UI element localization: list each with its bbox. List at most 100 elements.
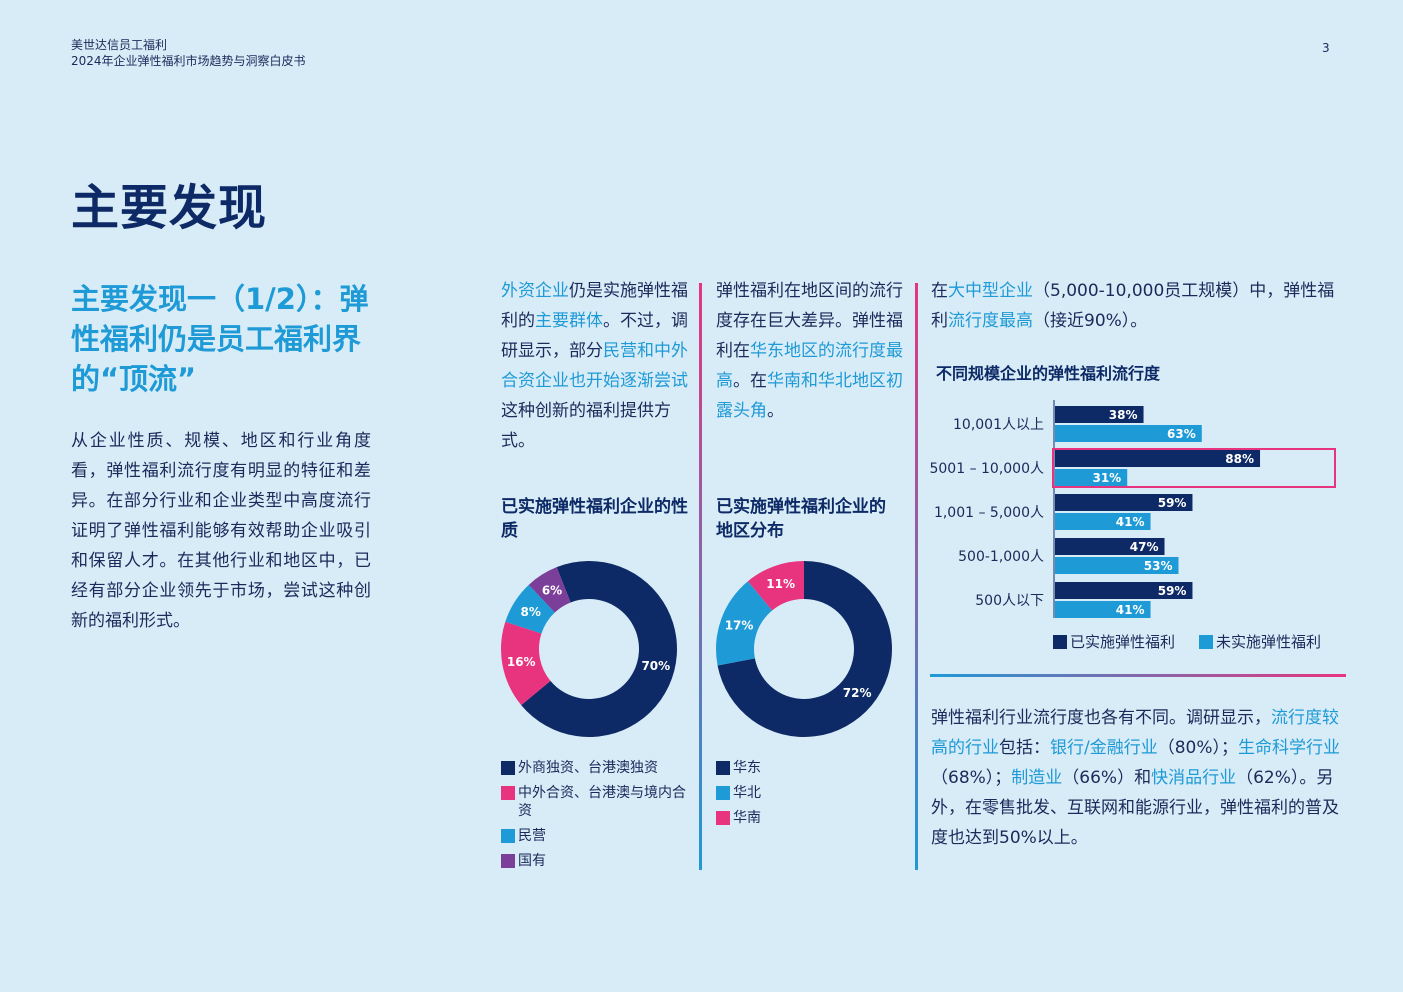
chart3-bar-label: 63% (1167, 427, 1196, 441)
chart2-legend-label: 华北 (733, 785, 761, 801)
col1-seg2: 仍是实施弹性福利的 (501, 281, 688, 331)
col2-seg1: 弹性福利在地区间的流行度存在巨大差异。弹性福利在 (716, 281, 903, 361)
col3-seg1: 在 (931, 281, 948, 301)
chart3-bar-not-implemented (1055, 513, 1151, 530)
chart3-bar-label: 59% (1158, 496, 1187, 510)
col1-paragraph: 外资企业仍是实施弹性福利的主要群体。不过，调研显示，部分民营和中外合资企业也开始… (501, 276, 689, 456)
chart1-legend-item: 国有 (501, 852, 686, 870)
chart3-bar-implemented (1055, 538, 1165, 555)
col3b-seg9: （66%）和 (1062, 768, 1152, 788)
chart1-legend-swatch (501, 829, 515, 843)
chart2-slice-2 (747, 561, 804, 611)
col3-seg2: 大中型企业 (948, 281, 1033, 301)
chart2-slice-1 (716, 581, 773, 666)
chart1-slice-2 (505, 584, 555, 634)
chart1-slice-label-2: 8% (521, 605, 541, 619)
chart3-category-label: 500人以下 (975, 593, 1044, 609)
chart3-title: 不同规模企业的弹性福利流行度 (936, 364, 1161, 383)
chart3-category-label: 1,001 – 5,000人 (934, 505, 1044, 521)
chart3-category-label: 5001 – 10,000人 (929, 461, 1044, 477)
col2-seg5: 。 (767, 401, 784, 421)
chart2-legend-swatch (716, 761, 730, 775)
chart1-legend-label: 国有 (518, 853, 546, 869)
header-report-title: 2024年企业弹性福利市场趋势与洞察白皮书 (71, 54, 306, 68)
chart1-legend-label: 民营 (518, 828, 546, 844)
chart2-title: 已实施弹性福利企业的地区分布 (716, 497, 886, 541)
report-header: 美世达信员工福利 2024年企业弹性福利市场趋势与洞察白皮书 (71, 37, 306, 69)
chart3-bar-label: 47% (1130, 540, 1159, 554)
chart1-legend-item: 民营 (501, 827, 686, 845)
col2-seg4: 华南和华北地区初露头角 (716, 371, 903, 421)
chart2-legend-label: 华东 (733, 760, 761, 776)
chart2-slice-0 (717, 561, 892, 737)
col3-paragraph: 在大中型企业（5,000-10,000员工规模）中，弹性福利流行度最高（接近90… (931, 276, 1341, 336)
divider-1 (699, 283, 702, 870)
chart2-legend: 华东 华北 华南 (716, 759, 886, 834)
chart3-bar-implemented (1055, 582, 1193, 599)
chart2-slice-label-0: 72% (843, 686, 872, 700)
chart2-slice-label-2: 11% (766, 577, 795, 591)
chart3-highlight-box (1052, 448, 1336, 488)
chart3-bars: 10,001人以上 38% 63% 5001 – 10,000人 88% 31% 1,001… (929, 400, 1336, 618)
chart3-bar-implemented (1055, 406, 1144, 423)
chart1-donut: 70% 16% 8%6% (501, 561, 677, 737)
chart3-bar-label: 38% (1109, 408, 1138, 422)
chart3-bar-label: 53% (1144, 559, 1173, 573)
chart1-legend-item: 中外合资、台港澳与境内合资 (501, 784, 686, 820)
col3-seg3: （5,000-10,000员工规模）中，弹性福利 (931, 281, 1335, 331)
chart3-bar-implemented (1055, 494, 1193, 511)
chart1-legend-label: 外商独资、台港澳独资 (518, 760, 658, 776)
col3b-seg7: （68%）； (931, 768, 1012, 788)
col1-seg6: 这种创新的福利提供方式。 (501, 401, 671, 451)
page-number: 3 (1322, 41, 1330, 55)
col3-bottom-paragraph: 弹性福利行业流行度也各有不同。调研显示，流行度较高的行业包括：银行/金融行业（8… (931, 703, 1341, 853)
chart1-legend-swatch (501, 854, 515, 868)
col2-paragraph: 弹性福利在地区间的流行度存在巨大差异。弹性福利在华东地区的流行度最高。在华南和华… (716, 276, 906, 426)
chart1-slice-label-1: 16% (507, 655, 536, 669)
col3-seg5: （接近90%）。 (1033, 311, 1148, 331)
col1-seg5: 民营和中外合资企业也开始逐渐尝试 (501, 341, 688, 391)
col3-seg4: 流行度最高 (948, 311, 1033, 331)
col3b-seg1: 弹性福利行业流行度也各有不同。调研显示， (931, 708, 1271, 728)
chart1-slice-label-0: 70% (641, 659, 670, 673)
chart2-legend-label: 华南 (733, 810, 761, 826)
chart3-bar-not-implemented (1055, 601, 1151, 618)
page-title: 主要发现 (71, 180, 268, 236)
col3b-seg8: 制造业 (1011, 768, 1063, 788)
divider-2 (915, 283, 918, 870)
chart2-legend-swatch (716, 786, 730, 800)
col3b-seg10: 快消品行业 (1151, 768, 1237, 788)
legend-swatch-not-implemented (1199, 634, 1214, 649)
col3b-seg4: 银行/金融行业 (1050, 738, 1158, 758)
chart1-legend-item: 外商独资、台港澳独资 (501, 759, 686, 777)
chart1-slice-label-3: 6% (542, 584, 562, 598)
col3b-seg5: （80%）； (1157, 738, 1239, 758)
chart3-bar-implemented (1055, 450, 1261, 467)
col2-seg2: 华东地区的流行度最高 (716, 341, 903, 391)
chart3-bar-label: 41% (1116, 515, 1145, 529)
header-brand: 美世达信员工福利 (71, 38, 168, 52)
chart2-donut: 72% 17% 11% (716, 561, 892, 737)
chart2-legend-item: 华南 (716, 809, 886, 827)
chart2-slice-label-1: 17% (725, 619, 754, 633)
chart1-legend-swatch (501, 761, 515, 775)
chart3-category-label: 10,001人以上 (953, 417, 1044, 433)
chart1-legend-swatch (501, 786, 515, 800)
col3b-seg11: （62%）。另外，在零售批发、互联网和能源行业，弹性福利的普及度也达到50%以上… (931, 768, 1339, 848)
chart3-bar-not-implemented (1055, 425, 1202, 442)
chart1-slice-1 (501, 621, 551, 706)
legend-implemented: 已实施弹性福利 (1070, 633, 1176, 651)
chart1-title: 已实施弹性福利企业的性质 (501, 497, 688, 541)
chart3-bar-label: 59% (1158, 584, 1187, 598)
col3b-seg2: 流行度较高的行业 (931, 708, 1339, 758)
col1-seg3: 主要群体 (535, 311, 603, 331)
legend-swatch-implemented (1053, 634, 1067, 649)
col3b-seg6: 生命科学行业 (1238, 738, 1341, 758)
finding-heading: 主要发现一（1/2）：弹性福利仍是员工福利界的“顶流” (71, 282, 369, 396)
chart2-legend-item: 华北 (716, 784, 886, 802)
chart1-slice-0 (521, 561, 677, 737)
chart3-bar-label: 31% (1092, 471, 1121, 485)
chart1-legend-label: 中外合资、台港澳与境内合资 (518, 785, 686, 819)
chart1-legend: 外商独资、台港澳独资中外合资、台港澳与境内合资民营国有 (501, 759, 686, 877)
chart3-bar-not-implemented (1055, 469, 1128, 486)
